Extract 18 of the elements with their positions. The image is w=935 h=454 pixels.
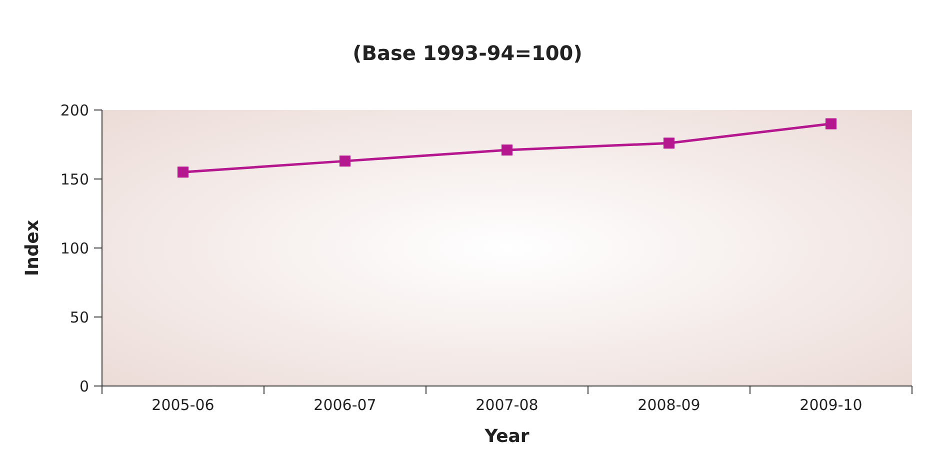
y-tick-label: 200	[60, 101, 89, 120]
point	[664, 138, 674, 149]
point	[340, 156, 350, 167]
y-tick-label: 50	[70, 308, 89, 326]
x-axis-title: Year	[484, 426, 530, 447]
x-tick-label: 2005-06	[152, 396, 214, 414]
x-tick-label: 2006-07	[314, 396, 376, 414]
point	[178, 166, 188, 178]
x-tick-label: 2007-08	[476, 396, 538, 414]
x-tick-label: 2008-09	[638, 396, 700, 414]
point	[502, 144, 512, 156]
y-tick-label: 150	[60, 170, 89, 188]
y-tick-label: 0	[79, 377, 89, 396]
y-tick-label: 100	[60, 239, 89, 258]
point	[826, 118, 836, 130]
chart-title: (Base 1993-94=100)	[352, 41, 582, 65]
x-tick-label: 2009-10	[800, 396, 862, 414]
y-axis-title: Index	[22, 220, 43, 276]
